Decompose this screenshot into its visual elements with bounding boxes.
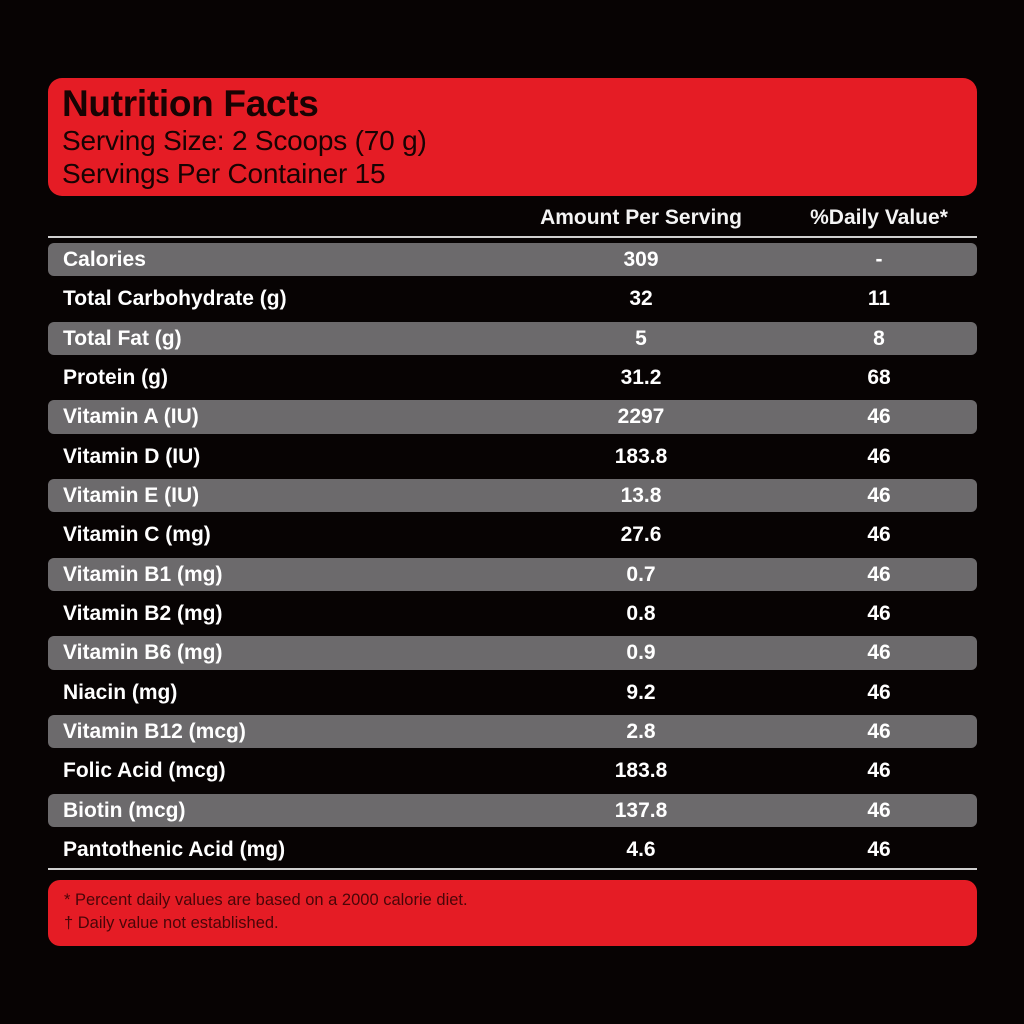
nutrient-name: Total Carbohydrate (g) (63, 287, 287, 311)
nutrient-name: Pantothenic Acid (mg) (63, 838, 286, 862)
nutrition-table: Calories 309- Total Carbohydrate (g) 32 11 To… (48, 240, 977, 870)
table-row: Vitamin B6 (mg) 0.9 46 (48, 633, 977, 672)
amount-value: 4.6 (626, 838, 656, 862)
table-row: Calories 309 - (48, 240, 977, 279)
nutrient-name: Vitamin E (IU) (63, 484, 200, 508)
daily-value: 46 (867, 523, 891, 547)
daily-value: 68 (867, 366, 891, 390)
footnote-daily-values: * Percent daily values are based on a 20… (64, 891, 468, 909)
nutrient-name: Protein (g) (63, 366, 168, 390)
amount-value: 5 (635, 326, 647, 350)
nutrient-name: Vitamin B12 (mcg) (63, 720, 246, 744)
nutrient-name: Folic Acid (mcg) (63, 759, 226, 783)
amount-value: 0.9 (626, 641, 656, 665)
daily-value-column-header: %Daily Value* (810, 206, 948, 229)
table-row: Vitamin E (IU) 13.8 46 (48, 476, 977, 515)
nutrient-name: Vitamin B2 (mg) (63, 602, 223, 626)
table-row: Total Fat (g) 5 8 (48, 319, 977, 358)
top-divider (48, 236, 977, 238)
table-row: Vitamin B2 (mg) 0.8 46 (48, 594, 977, 633)
amount-value: 183.8 (614, 759, 668, 783)
serving-size: Serving Size: 2 Scoops (70 g) (62, 125, 427, 156)
table-row: Vitamin C (mg) 27.6 46 (48, 515, 977, 554)
bottom-divider (48, 868, 977, 870)
table-row: Niacin (mg) 9.2 46 (48, 673, 977, 712)
table-row: Vitamin B12 (mcg) 2.8 46 (48, 712, 977, 751)
daily-value: 46 (867, 484, 891, 508)
nutrient-name: Vitamin B6 (mg) (63, 641, 223, 665)
daily-value: 46 (867, 641, 891, 665)
daily-value: 8 (873, 326, 885, 350)
table-row: Vitamin D (IU) 183.8 46 (48, 437, 977, 476)
daily-value: 46 (867, 798, 891, 822)
table-row: Pantothenic Acid (mg) 4.6 46 (48, 830, 977, 869)
amount-value: 309 (623, 248, 659, 271)
amount-value: 137.8 (614, 798, 668, 822)
amount-value: 2.8 (626, 720, 656, 744)
table-row: Vitamin B1 (mg) 0.7 46 (48, 555, 977, 594)
daily-value: 46 (867, 444, 891, 468)
table-row: Protein (g) 31.2 68 (48, 358, 977, 397)
daily-value: 11 (867, 287, 891, 311)
nutrient-name: Calories (63, 248, 146, 271)
daily-value: 46 (867, 562, 891, 586)
daily-value: - (875, 248, 883, 271)
nutrition-title: Nutrition Facts (62, 83, 319, 124)
daily-value: 46 (867, 759, 891, 783)
amount-value: 2297 (617, 405, 665, 429)
amount-value: 0.8 (626, 602, 656, 626)
nutrient-name: Vitamin A (IU) (63, 405, 199, 429)
footnote-not-established: † Daily value not established. (64, 914, 279, 932)
nutrition-header: Nutrition Facts Serving Size: 2 Scoops (… (48, 78, 977, 196)
table-row: Folic Acid (mcg) 183.8 46 (48, 751, 977, 790)
table-row: Vitamin A (IU) 2297 46 (48, 397, 977, 436)
nutrient-name: Biotin (mcg) (63, 798, 186, 822)
amount-value: 32 (629, 287, 653, 311)
daily-value: 46 (867, 602, 891, 626)
daily-value: 46 (867, 680, 891, 704)
amount-value: 183.8 (614, 444, 668, 468)
servings-per-container: Servings Per Container 15 (62, 158, 386, 189)
nutrient-name: Niacin (mg) (63, 680, 178, 704)
nutrient-name: Vitamin C (mg) (63, 523, 211, 547)
amount-value: 31.2 (620, 366, 662, 390)
table-row: Biotin (mcg) 137.8 46 (48, 791, 977, 830)
amount-value: 9.2 (626, 680, 656, 704)
daily-value: 46 (867, 405, 891, 429)
daily-value: 46 (867, 838, 891, 862)
daily-value: 46 (867, 720, 891, 744)
nutrient-name: Total Fat (g) (63, 326, 182, 350)
amount-column-header: Amount Per Serving (540, 206, 742, 229)
amount-value: 27.6 (620, 523, 662, 547)
table-row: Total Carbohydrate (g) 32 11 (48, 279, 977, 318)
amount-value: 0.7 (626, 562, 656, 586)
nutrient-name: Vitamin B1 (mg) (63, 562, 223, 586)
amount-value: 13.8 (620, 484, 662, 508)
nutrient-name: Vitamin D (IU) (63, 444, 201, 468)
footnote-box: * Percent daily values are based on a 20… (48, 880, 977, 946)
